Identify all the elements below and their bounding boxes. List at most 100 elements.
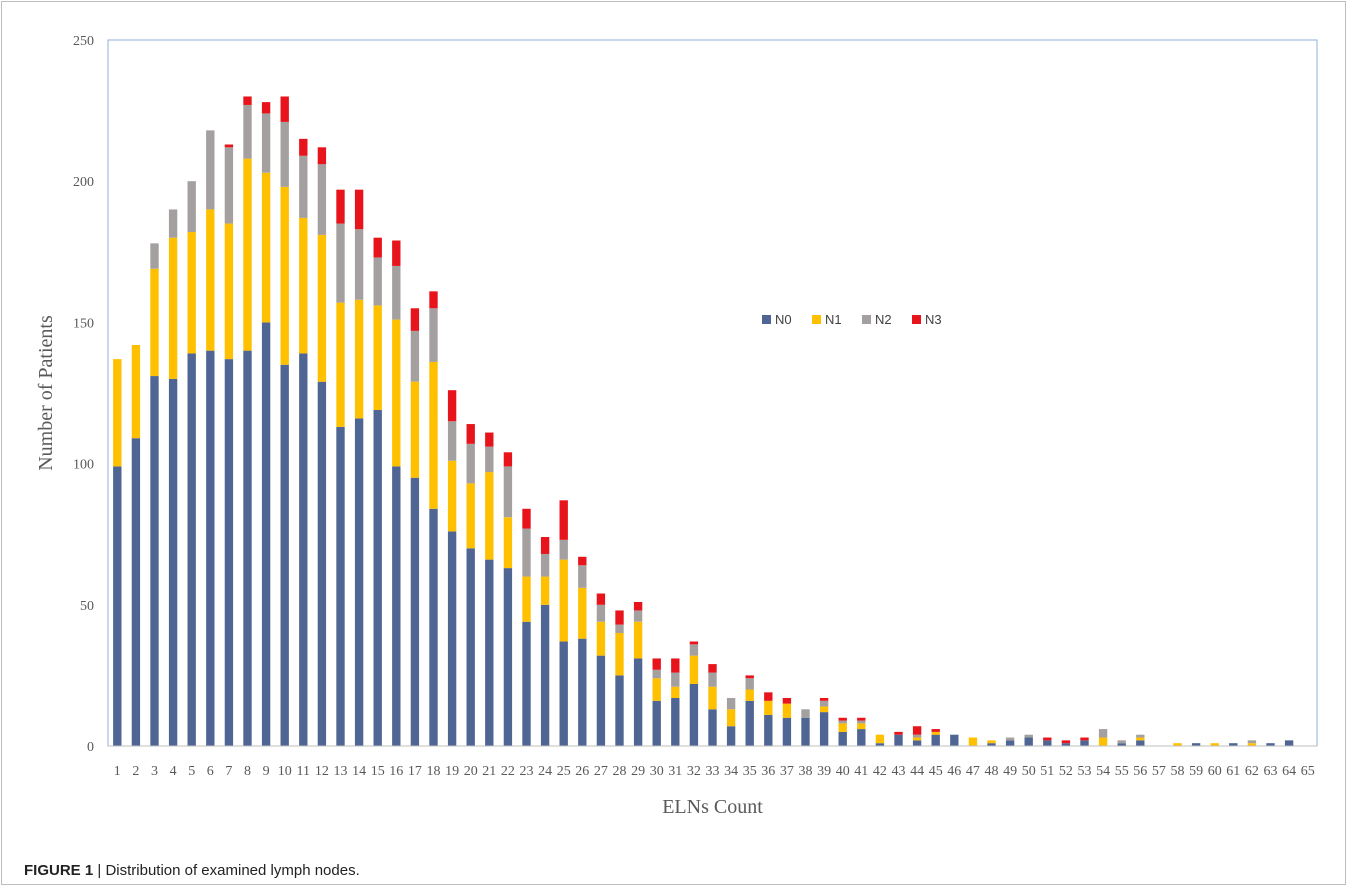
bar-n2-49 bbox=[1005, 737, 1015, 741]
bar-n0-39 bbox=[819, 712, 829, 746]
bar-n2-16 bbox=[392, 265, 401, 320]
bar-n2-3 bbox=[150, 243, 159, 269]
bar-n0-51 bbox=[1043, 740, 1052, 746]
legend-swatch-n1 bbox=[812, 315, 821, 324]
bar-n1-4 bbox=[168, 237, 178, 379]
y-tick-labels: 0 50 100 150 200 250 bbox=[73, 34, 94, 755]
bar-n1-34 bbox=[726, 709, 736, 727]
bar-n1-56 bbox=[1136, 737, 1145, 741]
bar-n3-28 bbox=[615, 610, 624, 625]
x-tick-label: 10 bbox=[278, 764, 292, 779]
bar-n0-59 bbox=[1191, 743, 1201, 746]
bar-n2-27 bbox=[596, 604, 606, 622]
bar-n2-32 bbox=[689, 644, 699, 656]
bar-n0-33 bbox=[708, 709, 717, 746]
x-tick-label: 31 bbox=[668, 764, 682, 779]
bar-n1-9 bbox=[261, 172, 271, 323]
bar-n2-33 bbox=[708, 672, 717, 687]
bar-n0-3 bbox=[150, 376, 159, 746]
bar-n2-62 bbox=[1247, 740, 1257, 744]
bar-n1-1 bbox=[113, 359, 122, 467]
x-tick-label: 46 bbox=[947, 764, 961, 779]
x-tick-label: 44 bbox=[910, 764, 924, 779]
bar-n3-37 bbox=[782, 697, 792, 704]
bar-n1-54 bbox=[1098, 737, 1108, 746]
bar-n1-17 bbox=[410, 381, 420, 478]
bar-n0-29 bbox=[633, 658, 643, 746]
bar-n3-7 bbox=[224, 144, 234, 148]
plot-area bbox=[107, 39, 1318, 747]
bar-n0-49 bbox=[1005, 740, 1015, 746]
x-tick-label: 8 bbox=[244, 764, 251, 779]
y-tick-label: 100 bbox=[73, 458, 94, 473]
x-tick-label: 13 bbox=[334, 764, 348, 779]
legend-label-n0: N0 bbox=[775, 312, 792, 327]
bar-n1-58 bbox=[1173, 743, 1182, 746]
bar-n3-17 bbox=[410, 308, 420, 331]
x-tick-label: 15 bbox=[371, 764, 385, 779]
x-tick-label: 37 bbox=[780, 764, 794, 779]
bar-n0-21 bbox=[485, 559, 494, 746]
bar-n0-8 bbox=[243, 350, 252, 746]
bar-n1-3 bbox=[150, 268, 159, 377]
bar-n2-7 bbox=[224, 147, 234, 224]
bar-n3-19 bbox=[447, 390, 457, 422]
bar-n0-45 bbox=[931, 734, 940, 746]
y-tick-label: 250 bbox=[73, 34, 94, 49]
x-tick-label: 23 bbox=[520, 764, 534, 779]
bar-n1-25 bbox=[559, 559, 568, 642]
bar-n3-13 bbox=[336, 189, 345, 224]
bar-n2-38 bbox=[801, 709, 810, 718]
bar-n3-9 bbox=[261, 102, 271, 114]
bar-n2-6 bbox=[206, 130, 215, 210]
bar-n0-56 bbox=[1136, 740, 1145, 746]
bar-n1-60 bbox=[1210, 743, 1219, 746]
bar-n3-53 bbox=[1080, 737, 1089, 741]
bar-n3-32 bbox=[689, 641, 699, 645]
bar-n2-17 bbox=[410, 330, 420, 382]
legend: N0 N1 N2 N3 bbox=[762, 312, 942, 327]
bar-n2-14 bbox=[354, 229, 364, 300]
bar-n0-11 bbox=[299, 353, 308, 746]
bar-n1-31 bbox=[671, 686, 680, 698]
x-tick-label: 9 bbox=[263, 764, 270, 779]
bar-n0-48 bbox=[987, 743, 996, 746]
y-axis-title: Number of Patients bbox=[35, 315, 57, 471]
bar-n3-23 bbox=[522, 508, 531, 529]
x-tick-label: 63 bbox=[1264, 764, 1278, 779]
x-tick-label: 57 bbox=[1152, 764, 1166, 779]
x-tick-label: 17 bbox=[408, 764, 422, 779]
bar-n0-44 bbox=[912, 740, 922, 746]
bar-n0-63 bbox=[1266, 743, 1275, 746]
bar-n3-16 bbox=[392, 240, 401, 266]
bar-n1-5 bbox=[187, 232, 196, 354]
bar-n2-12 bbox=[317, 164, 327, 235]
bar-n0-40 bbox=[838, 731, 847, 746]
legend-label-n3: N3 bbox=[925, 312, 942, 327]
bar-n1-39 bbox=[819, 706, 829, 713]
legend-swatch-n3 bbox=[912, 315, 921, 324]
bar-n0-43 bbox=[894, 734, 903, 746]
bar-n0-37 bbox=[782, 717, 792, 746]
bar-n3-26 bbox=[578, 556, 587, 566]
bar-n0-10 bbox=[280, 364, 289, 746]
bar-n2-28 bbox=[615, 624, 624, 634]
y-tick-label: 200 bbox=[73, 175, 94, 190]
bar-n3-15 bbox=[373, 237, 382, 258]
x-tick-label: 65 bbox=[1301, 764, 1315, 779]
bar-n3-41 bbox=[857, 717, 866, 721]
bar-n1-42 bbox=[875, 734, 885, 744]
bar-n2-29 bbox=[633, 610, 643, 622]
bar-n0-1 bbox=[113, 466, 122, 746]
x-tick-label: 60 bbox=[1208, 764, 1222, 779]
bar-group bbox=[113, 96, 1294, 746]
bar-n1-40 bbox=[838, 723, 847, 732]
x-tick-label: 11 bbox=[297, 764, 310, 779]
bar-n0-55 bbox=[1117, 743, 1126, 746]
bar-n0-16 bbox=[392, 466, 401, 746]
bar-n2-34 bbox=[726, 697, 736, 710]
bar-n3-33 bbox=[708, 664, 717, 673]
bar-n1-37 bbox=[782, 703, 792, 718]
